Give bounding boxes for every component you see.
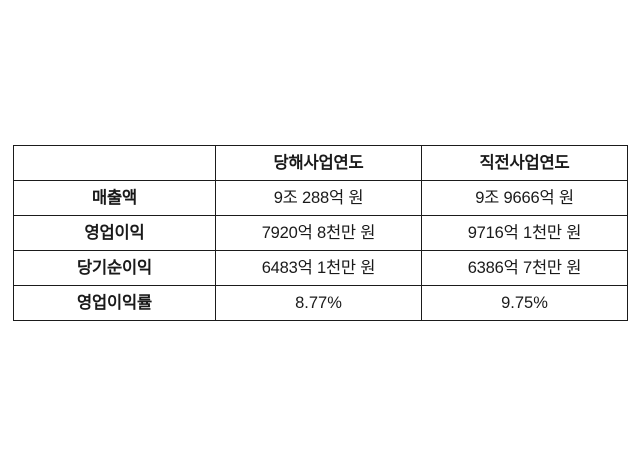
column-header-previous-fiscal-year: 직전사업연도 <box>421 145 628 181</box>
cell-net-income-current: 6483억 1천만 원 <box>215 250 422 286</box>
column-header-current-fiscal-year: 당해사업연도 <box>215 145 422 181</box>
cell-operating-profit-previous: 9716억 1천만 원 <box>421 215 628 251</box>
row-header-revenue: 매출액 <box>13 180 216 216</box>
table-corner-cell <box>13 145 216 181</box>
cell-operating-margin-previous: 9.75% <box>421 285 628 321</box>
row-header-operating-margin: 영업이익률 <box>13 285 216 321</box>
cell-revenue-current: 9조 288억 원 <box>215 180 422 216</box>
table-body: 매출액 9조 288억 원 9조 9666억 원 영업이익 7920억 8천만 … <box>13 180 628 321</box>
financial-summary-table-container: 당해사업연도 직전사업연도 매출액 9조 288억 원 9조 9666억 원 영… <box>13 145 628 321</box>
table-header: 당해사업연도 직전사업연도 <box>13 145 628 181</box>
table-row: 영업이익률 8.77% 9.75% <box>13 285 628 321</box>
row-header-net-income: 당기순이익 <box>13 250 216 286</box>
table-header-row: 당해사업연도 직전사업연도 <box>13 145 628 181</box>
cell-net-income-previous: 6386억 7천만 원 <box>421 250 628 286</box>
table-row: 매출액 9조 288억 원 9조 9666억 원 <box>13 180 628 216</box>
row-header-operating-profit: 영업이익 <box>13 215 216 251</box>
financial-summary-table: 당해사업연도 직전사업연도 매출액 9조 288억 원 9조 9666억 원 영… <box>13 145 628 321</box>
table-row: 당기순이익 6483억 1천만 원 6386억 7천만 원 <box>13 250 628 286</box>
cell-operating-profit-current: 7920억 8천만 원 <box>215 215 422 251</box>
table-row: 영업이익 7920억 8천만 원 9716억 1천만 원 <box>13 215 628 251</box>
cell-revenue-previous: 9조 9666억 원 <box>421 180 628 216</box>
cell-operating-margin-current: 8.77% <box>215 285 422 321</box>
